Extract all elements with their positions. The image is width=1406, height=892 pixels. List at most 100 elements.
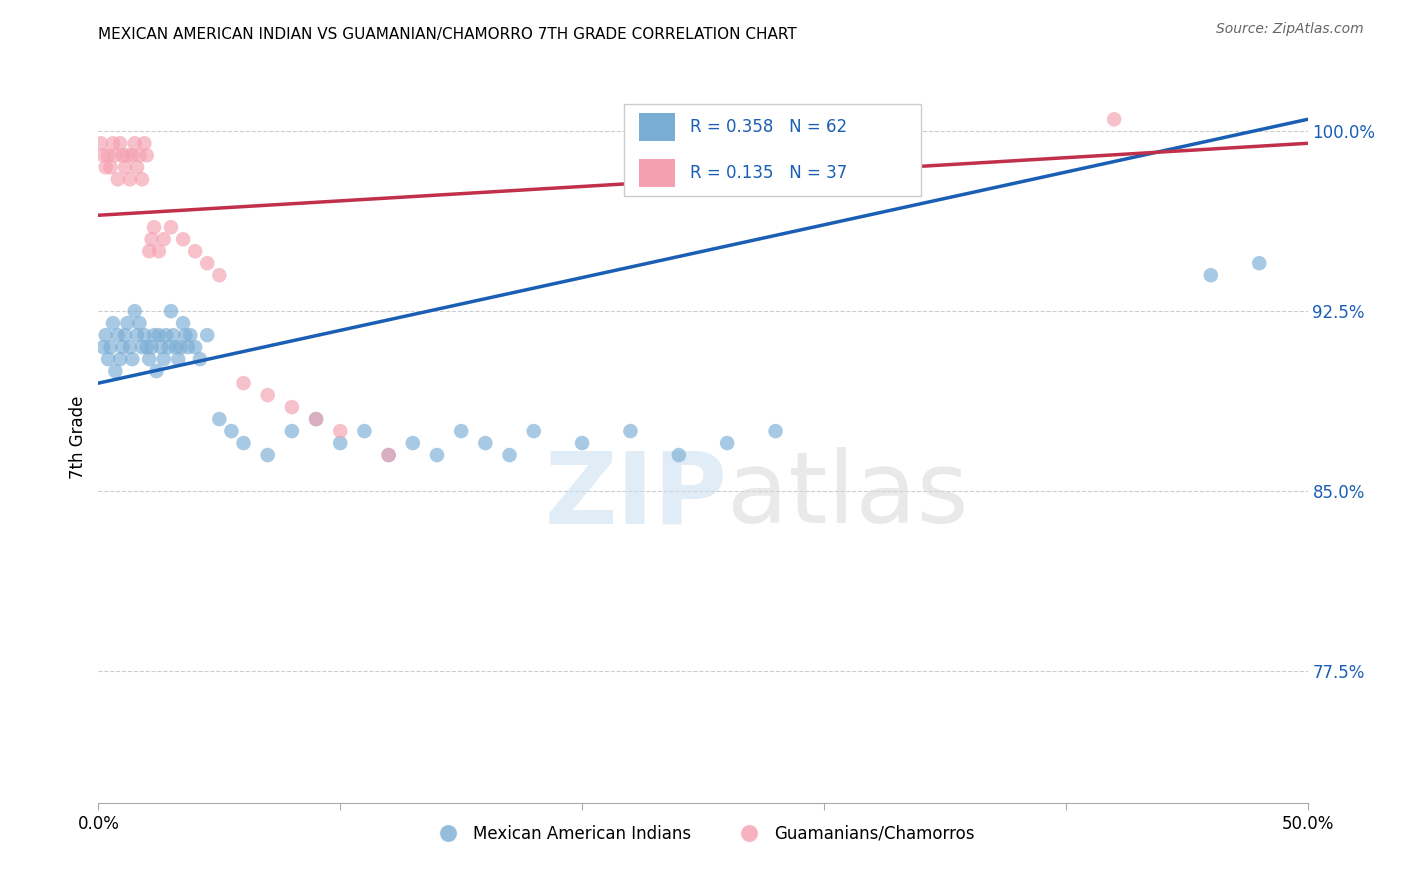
Point (172, 316, 194, 330)
Point (329, 436, 352, 450)
Point (155, 328, 177, 343)
Point (97, 148, 120, 162)
Text: Source: ZipAtlas.com: Source: ZipAtlas.com (1216, 22, 1364, 37)
Point (100, 340, 122, 354)
Point (329, 424, 352, 438)
Bar (638, 113, 675, 141)
Point (353, 424, 375, 438)
Point (1102, 112, 1125, 127)
Point (138, 244, 160, 259)
Point (91, 148, 114, 162)
Point (377, 448, 399, 462)
Point (90, 136, 112, 151)
Point (281, 424, 304, 438)
Point (135, 340, 157, 354)
Point (91, 340, 114, 354)
Point (188, 352, 211, 367)
Point (668, 448, 690, 462)
Point (1199, 268, 1222, 283)
Point (94, 328, 117, 343)
Point (450, 424, 472, 438)
Point (474, 436, 496, 450)
Text: ZIP: ZIP (544, 447, 727, 544)
Point (134, 136, 156, 151)
Point (150, 340, 173, 354)
Point (256, 388, 278, 402)
Point (221, 424, 243, 438)
Point (157, 340, 180, 354)
Point (111, 148, 134, 162)
Point (160, 220, 183, 235)
Text: atlas: atlas (727, 447, 969, 544)
Point (97, 352, 120, 367)
Point (148, 328, 170, 343)
Point (162, 328, 184, 343)
Point (143, 328, 166, 343)
Point (121, 148, 143, 162)
Point (124, 136, 146, 151)
Text: MEXICAN AMERICAN INDIAN VS GUAMANIAN/CHAMORRO 7TH GRADE CORRELATION CHART: MEXICAN AMERICAN INDIAN VS GUAMANIAN/CHA… (98, 27, 797, 42)
Point (131, 172, 153, 186)
Point (127, 328, 149, 343)
Point (208, 268, 231, 283)
Point (1249, 256, 1271, 270)
Point (571, 436, 593, 450)
Point (177, 340, 200, 354)
Point (124, 304, 146, 318)
Point (172, 232, 194, 246)
Point (104, 364, 127, 378)
Point (174, 328, 197, 343)
Point (426, 448, 449, 462)
Point (104, 148, 127, 162)
Bar (638, 159, 675, 187)
Point (100, 161, 122, 175)
Text: R = 0.358   N = 62: R = 0.358 N = 62 (690, 118, 846, 136)
Point (134, 328, 156, 343)
Point (114, 161, 136, 175)
Point (148, 244, 170, 259)
Point (232, 376, 254, 391)
Point (523, 424, 546, 438)
Point (131, 340, 153, 354)
Point (141, 340, 163, 354)
Point (128, 148, 150, 162)
Point (128, 316, 150, 330)
Point (160, 304, 183, 318)
Point (135, 148, 157, 162)
Text: R = 0.135   N = 37: R = 0.135 N = 37 (690, 164, 846, 182)
Point (716, 436, 738, 450)
Point (94, 161, 117, 175)
Point (377, 448, 399, 462)
Point (138, 352, 160, 367)
Point (108, 352, 131, 367)
Point (195, 256, 218, 270)
Point (498, 448, 520, 462)
Point (111, 340, 134, 354)
Point (167, 352, 190, 367)
Point (179, 328, 201, 343)
Point (152, 352, 174, 367)
FancyBboxPatch shape (624, 104, 921, 195)
Point (118, 340, 141, 354)
Point (765, 424, 787, 438)
Point (184, 244, 207, 259)
Point (152, 232, 174, 246)
Y-axis label: 7th Grade: 7th Grade (69, 395, 87, 479)
Point (169, 340, 191, 354)
Point (117, 316, 139, 330)
Point (143, 220, 166, 235)
Point (114, 328, 136, 343)
Point (281, 400, 304, 414)
Point (107, 328, 129, 343)
Point (184, 340, 207, 354)
Point (117, 148, 139, 162)
Point (256, 448, 278, 462)
Point (108, 136, 131, 151)
Point (165, 340, 187, 354)
Point (127, 161, 149, 175)
Point (121, 352, 143, 367)
Point (305, 412, 328, 426)
Point (101, 136, 124, 151)
Point (232, 436, 254, 450)
Legend: Mexican American Indians, Guamanians/Chamorros: Mexican American Indians, Guamanians/Cha… (425, 818, 981, 849)
